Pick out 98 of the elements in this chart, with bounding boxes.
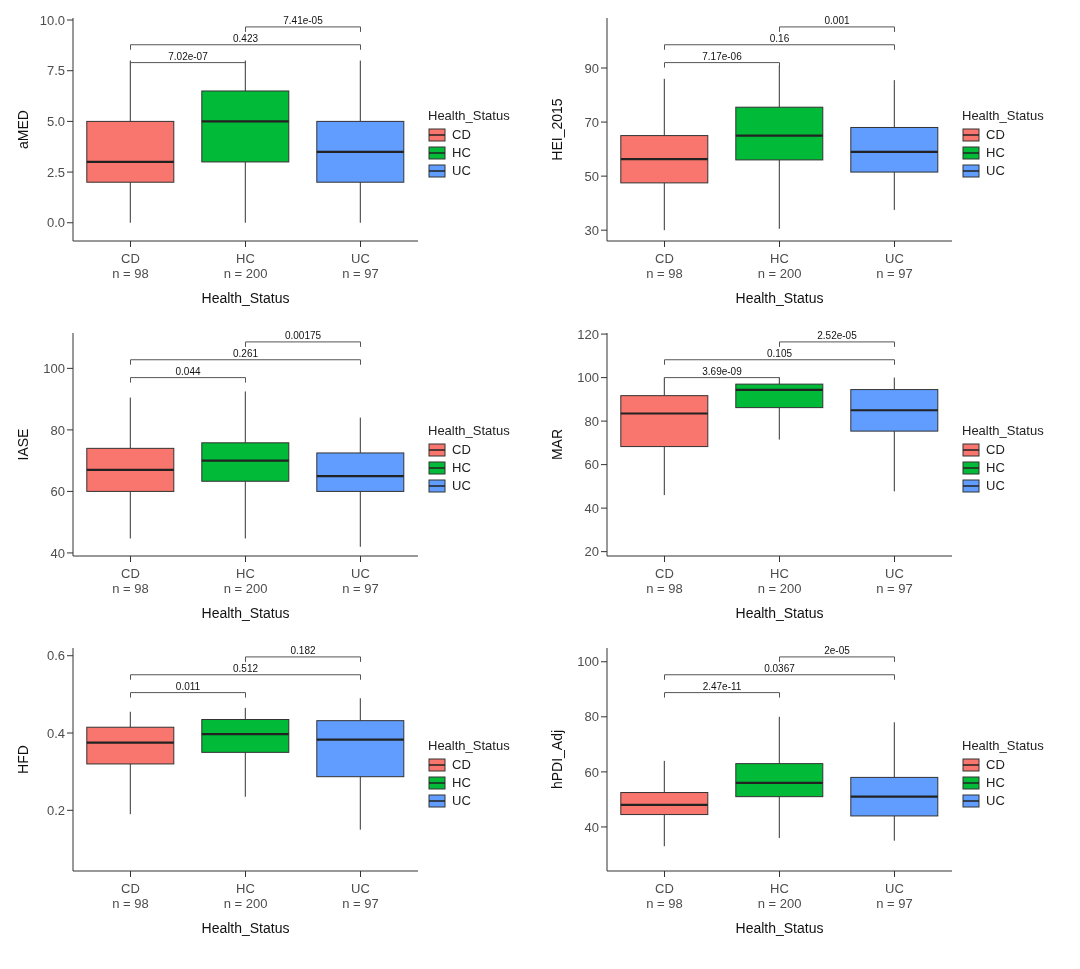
annotation: 0.001 bbox=[824, 14, 850, 26]
x-axis-title: Health_Status bbox=[201, 920, 290, 936]
annotation: 2.52e-05 bbox=[817, 329, 858, 341]
annotation: 0.044 bbox=[175, 365, 201, 377]
y-axis-title: hPDI_Adj bbox=[548, 729, 565, 790]
legend-label: CD bbox=[452, 442, 471, 457]
legend-label: HC bbox=[986, 460, 1005, 475]
annotation: 0.261 bbox=[232, 347, 259, 359]
y-axis-title: HFD bbox=[14, 745, 31, 774]
x-tick-label: HC n = 200 bbox=[757, 881, 802, 911]
x-axis-title: Health_Status bbox=[735, 605, 824, 621]
y-tick-label: 120 bbox=[577, 326, 599, 342]
y-axis-title: IASE bbox=[14, 428, 31, 461]
y-tick-label: 80 bbox=[584, 413, 599, 429]
y-tick-label: 0.4 bbox=[46, 725, 65, 741]
legend-title: Health_Status bbox=[428, 423, 511, 438]
x-tick-label: UC n = 97 bbox=[342, 251, 379, 281]
x-tick-label: UC n = 97 bbox=[876, 251, 913, 281]
legend-label: UC bbox=[986, 163, 1005, 178]
legend-label: HC bbox=[452, 145, 471, 160]
y-tick-label: 100 bbox=[577, 370, 599, 386]
legend-label: CD bbox=[986, 757, 1005, 772]
y-axis-title: HEI_2015 bbox=[548, 98, 565, 161]
annotation: 0.182 bbox=[290, 644, 316, 656]
y-tick-label: 40 bbox=[584, 500, 599, 516]
annotation: 0.00175 bbox=[284, 329, 322, 341]
y-tick-label: 7.5 bbox=[46, 63, 65, 79]
x-tick-label: UC n = 97 bbox=[342, 881, 379, 911]
x-tick-label: HC n = 200 bbox=[223, 251, 268, 281]
annotation: 0.16 bbox=[769, 32, 790, 44]
legend-label: HC bbox=[452, 460, 471, 475]
y-tick-label: 70 bbox=[584, 114, 599, 130]
annotation: 3.69e-09 bbox=[702, 365, 743, 377]
legend-title: Health_Status bbox=[962, 423, 1045, 438]
x-axis-title: Health_Status bbox=[735, 920, 824, 936]
y-tick-label: 20 bbox=[584, 544, 599, 560]
y-tick-label: 60 bbox=[584, 457, 599, 473]
y-tick-label: 0.6 bbox=[46, 648, 65, 664]
y-tick-label: 60 bbox=[50, 484, 65, 500]
legend-label: CD bbox=[452, 757, 471, 772]
x-tick-label: HC n = 200 bbox=[757, 566, 802, 596]
x-tick-label: HC n = 200 bbox=[223, 881, 268, 911]
x-tick-label: HC n = 200 bbox=[223, 566, 268, 596]
legend-title: Health_Status bbox=[428, 108, 511, 123]
legend-label: CD bbox=[452, 127, 471, 142]
x-tick-label: CD n = 98 bbox=[646, 251, 683, 281]
legend-label: UC bbox=[452, 793, 471, 808]
x-axis-title: Health_Status bbox=[201, 290, 290, 306]
y-tick-label: 40 bbox=[584, 819, 599, 835]
legend-label: UC bbox=[986, 793, 1005, 808]
legend-label: UC bbox=[986, 478, 1005, 493]
legend-label: HC bbox=[986, 775, 1005, 790]
y-tick-label: 80 bbox=[50, 422, 65, 438]
annotation: 0.011 bbox=[175, 680, 201, 692]
legend-label: CD bbox=[986, 127, 1005, 142]
annotation: 2.47e-11 bbox=[702, 680, 742, 692]
y-tick-label: 90 bbox=[584, 60, 599, 76]
annotation: 0.423 bbox=[232, 32, 259, 44]
x-tick-label: HC n = 200 bbox=[757, 251, 802, 281]
y-tick-label: 5.0 bbox=[46, 114, 65, 130]
x-tick-label: UC n = 97 bbox=[876, 881, 913, 911]
y-tick-label: 50 bbox=[584, 168, 599, 184]
x-axis-title: Health_Status bbox=[735, 290, 824, 306]
y-tick-label: 30 bbox=[584, 222, 599, 238]
legend-label: UC bbox=[452, 163, 471, 178]
y-axis-title: MAR bbox=[548, 428, 565, 461]
x-tick-label: UC n = 97 bbox=[342, 566, 379, 596]
y-tick-label: 10.0 bbox=[39, 12, 65, 28]
x-tick-label: CD n = 98 bbox=[646, 881, 683, 911]
legend-title: Health_Status bbox=[962, 108, 1045, 123]
annotation: 0.512 bbox=[232, 662, 259, 674]
y-tick-label: 60 bbox=[584, 764, 599, 780]
legend-label: HC bbox=[986, 145, 1005, 160]
annotation: 0.0367 bbox=[764, 662, 796, 674]
x-tick-label: CD n = 98 bbox=[112, 881, 149, 911]
annotation: 7.41e-05 bbox=[283, 14, 324, 26]
legend-title: Health_Status bbox=[962, 738, 1045, 753]
annotation: 7.17e-06 bbox=[702, 50, 743, 62]
y-tick-label: 2.5 bbox=[46, 164, 65, 180]
y-tick-label: 100 bbox=[43, 360, 65, 376]
x-tick-label: CD n = 98 bbox=[112, 251, 149, 281]
annotation: 2e-05 bbox=[824, 644, 851, 656]
y-tick-label: 80 bbox=[584, 709, 599, 725]
legend-label: UC bbox=[452, 478, 471, 493]
y-tick-label: 0.2 bbox=[46, 802, 65, 818]
y-axis-title: aMED bbox=[14, 110, 31, 149]
legend-label: CD bbox=[986, 442, 1005, 457]
x-tick-label: UC n = 97 bbox=[876, 566, 913, 596]
legend-label: HC bbox=[452, 775, 471, 790]
annotation: 0.105 bbox=[766, 347, 793, 359]
x-tick-label: CD n = 98 bbox=[112, 566, 149, 596]
x-tick-label: CD n = 98 bbox=[646, 566, 683, 596]
legend-title: Health_Status bbox=[428, 738, 511, 753]
y-tick-label: 0.0 bbox=[46, 215, 65, 231]
x-axis-title: Health_Status bbox=[201, 605, 290, 621]
y-tick-label: 40 bbox=[50, 545, 65, 561]
annotation: 7.02e-07 bbox=[168, 50, 209, 62]
y-tick-label: 100 bbox=[577, 654, 599, 670]
